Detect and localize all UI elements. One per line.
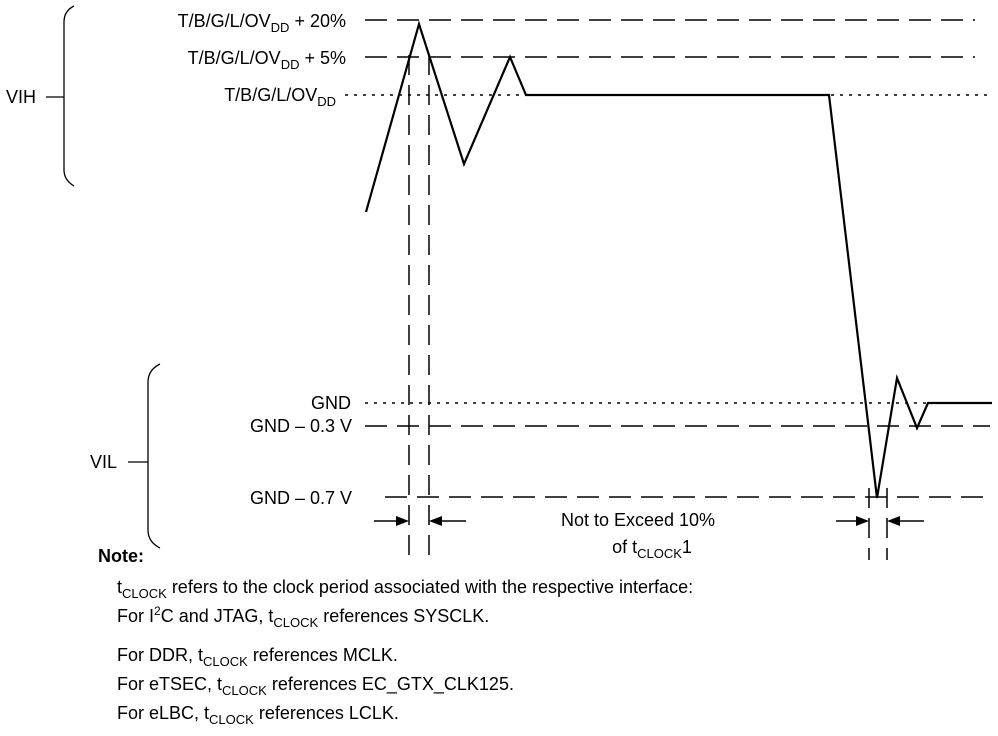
- note-heading: Note:: [98, 546, 144, 566]
- label-gnd: GND: [311, 393, 351, 413]
- dimension-arrows-right: [836, 516, 924, 526]
- vih-label: VIH: [6, 87, 36, 107]
- annotation-line-2: of tCLOCK1: [612, 537, 692, 561]
- vil-bracket: [147, 363, 161, 549]
- vih-bracket: [63, 5, 75, 187]
- label-gnd-minus07: GND – 0.7 V: [250, 488, 352, 508]
- note-line-4: For eTSEC, tCLOCK references EC_GTX_CLK1…: [117, 674, 514, 698]
- label-vdd-plus5: T/B/G/L/OVDD + 5%: [188, 48, 346, 72]
- note-line-3: For DDR, tCLOCK references MCLK.: [117, 645, 398, 669]
- note-line-5: For eLBC, tCLOCK references LCLK.: [117, 703, 399, 727]
- label-vdd-plus20: T/B/G/L/OVDD + 20%: [178, 11, 346, 35]
- label-vdd: T/B/G/L/OVDD: [224, 85, 336, 109]
- annotation-line-1: Not to Exceed 10%: [561, 510, 715, 530]
- note-line-2: For I2C and JTAG, tCLOCK references SYSC…: [117, 604, 490, 630]
- label-gnd-minus03: GND – 0.3 V: [250, 416, 352, 436]
- dimension-arrows-left: [374, 516, 466, 526]
- vil-label: VIL: [90, 452, 117, 472]
- signal-waveform: [364, 20, 992, 499]
- note-line-1: tCLOCK refers to the clock period associ…: [117, 577, 694, 601]
